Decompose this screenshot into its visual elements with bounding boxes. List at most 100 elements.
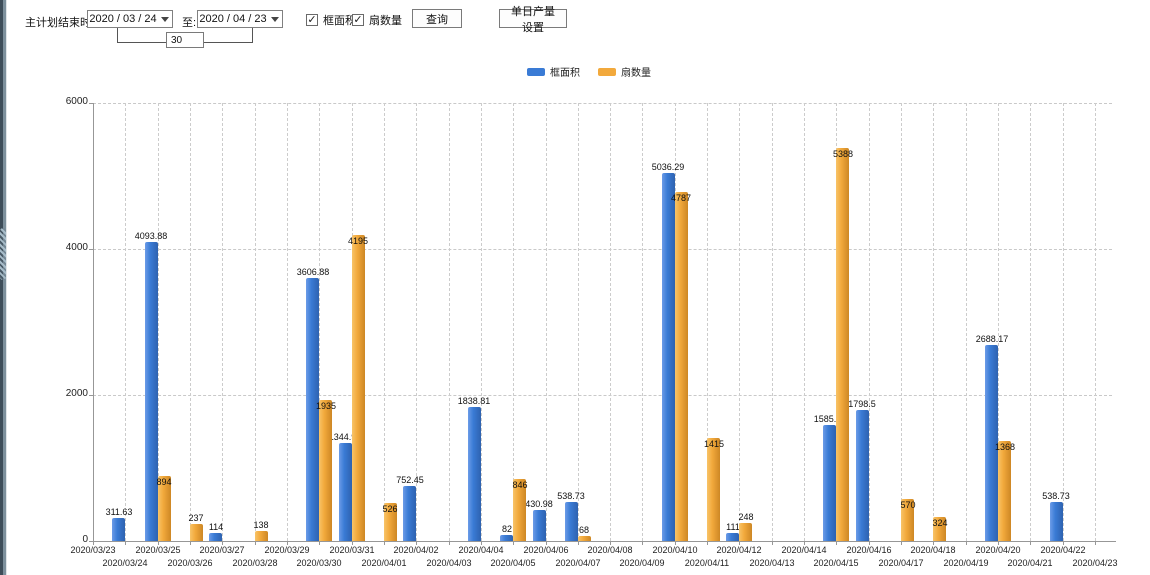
gridline-vertical [190, 103, 191, 541]
bar-fan-count [158, 476, 171, 541]
bar-fan-count [384, 503, 397, 541]
date-from-picker[interactable]: 2020 / 03 / 24 [87, 10, 173, 28]
gridline-vertical [222, 103, 223, 541]
x-axis-tick [578, 541, 579, 545]
x-axis-tick [125, 541, 126, 545]
gridline-horizontal [93, 249, 1112, 250]
x-axis-tick [352, 541, 353, 545]
bracket-line-right-vertical [252, 28, 253, 43]
interval-days-input[interactable]: 30 [166, 32, 204, 48]
date-to-dropdown-button[interactable] [268, 11, 282, 27]
gridline-vertical [1063, 103, 1064, 541]
query-button[interactable]: 查询 [412, 9, 462, 28]
bar-frame-area [1050, 502, 1063, 541]
bar-value-label: 138 [253, 520, 269, 530]
daily-output-settings-button[interactable]: 单日产量设置 [499, 6, 567, 34]
bar-frame-area [306, 278, 319, 541]
gridline-vertical [772, 103, 773, 541]
legend-label: 扇数量 [621, 68, 651, 79]
gridline-vertical [255, 103, 256, 541]
x-axis-label: 2020/04/01 [361, 558, 407, 568]
checkbox-fan-count[interactable]: ✓ 扇数量 [352, 12, 402, 28]
x-axis-tick [675, 541, 676, 545]
bar-fan-count [675, 192, 688, 541]
x-axis-tick [869, 541, 870, 545]
x-axis-tick [966, 541, 967, 545]
bar-fan-count [901, 499, 914, 541]
bracket-line-left-horizontal [117, 42, 166, 43]
window-left-edge-divider [6, 0, 7, 575]
gridline-vertical [869, 103, 870, 541]
bar-value-label: 538.73 [1042, 491, 1070, 501]
x-axis-label: 2020/03/28 [232, 558, 278, 568]
bar-value-label: 3606.88 [296, 267, 330, 277]
bar-fan-count [998, 441, 1011, 541]
bar-frame-area [565, 502, 578, 541]
bar-frame-area [468, 407, 481, 541]
bar-value-label: 1344.95 [328, 432, 362, 442]
plan-end-time-label: 主计划结束时间: [25, 17, 106, 29]
date-from-dropdown-button[interactable] [158, 11, 172, 27]
x-axis-tick [319, 541, 320, 545]
checkbox-fan-count-label: 扇数量 [369, 15, 402, 27]
x-axis-tick [93, 541, 94, 545]
x-axis-tick [707, 541, 708, 545]
bar-fan-count [739, 523, 752, 541]
bar-frame-area [726, 533, 739, 541]
x-axis-tick [933, 541, 934, 545]
y-axis-label: 2000 [65, 388, 88, 399]
bar-frame-area [823, 425, 836, 541]
y-axis-label: 6000 [65, 96, 88, 107]
x-axis-tick [1063, 541, 1064, 545]
x-axis-label: 2020/04/09 [619, 558, 665, 568]
gridline-vertical [125, 103, 126, 541]
bar-value-label: 538.73 [557, 491, 585, 501]
x-axis-label: 2020/04/18 [910, 545, 956, 555]
x-axis-label: 2020/04/11 [684, 558, 730, 568]
legend-item: 扇数量 [598, 64, 651, 79]
x-axis-label: 2020/04/07 [555, 558, 601, 568]
gridline-vertical [804, 103, 805, 541]
chevron-down-icon [271, 16, 279, 22]
x-axis-tick [1030, 541, 1031, 545]
bar-frame-area [856, 410, 869, 541]
y-axis-tick [89, 103, 93, 104]
x-axis-tick [481, 541, 482, 545]
bar-fan-count [319, 400, 332, 541]
gridline-vertical [933, 103, 934, 541]
chevron-down-icon [161, 16, 169, 22]
checkbox-frame-area[interactable]: ✓ 框面积 [306, 12, 356, 28]
x-axis-tick [158, 541, 159, 545]
bar-value-label: 846 [512, 480, 528, 490]
x-axis-tick [546, 541, 547, 545]
gridline-vertical [384, 103, 385, 541]
gridline-vertical [449, 103, 450, 541]
bar-frame-area [145, 242, 158, 541]
panel-drag-handle[interactable] [0, 228, 6, 280]
gridline-vertical [287, 103, 288, 541]
date-to-picker[interactable]: 2020 / 04 / 23 [197, 10, 283, 28]
bar-fan-count [578, 536, 591, 541]
x-axis-tick [222, 541, 223, 545]
gridline-horizontal [93, 103, 1112, 104]
bar-frame-area [533, 510, 546, 541]
gridline-vertical [966, 103, 967, 541]
x-axis-tick [901, 541, 902, 545]
legend-label: 框面积 [550, 68, 580, 79]
x-axis-label: 2020/04/17 [878, 558, 924, 568]
x-axis-tick [998, 541, 999, 545]
bar-value-label: 1935 [315, 401, 337, 411]
x-axis-label: 2020/04/02 [393, 545, 439, 555]
gridline-vertical [1095, 103, 1096, 541]
bar-frame-area [500, 535, 513, 541]
x-axis-label: 2020/04/12 [716, 545, 762, 555]
bar-value-label: 4787 [670, 193, 692, 203]
bar-value-label: 430.98 [525, 499, 553, 509]
date-from-value: 2020 / 03 / 24 [89, 13, 157, 25]
gridline-vertical [1030, 103, 1031, 541]
x-axis-tick [836, 541, 837, 545]
y-axis-label: 0 [82, 534, 88, 545]
bar-fan-count [836, 148, 849, 541]
x-axis-tick [384, 541, 385, 545]
x-axis-label: 2020/04/15 [813, 558, 859, 568]
